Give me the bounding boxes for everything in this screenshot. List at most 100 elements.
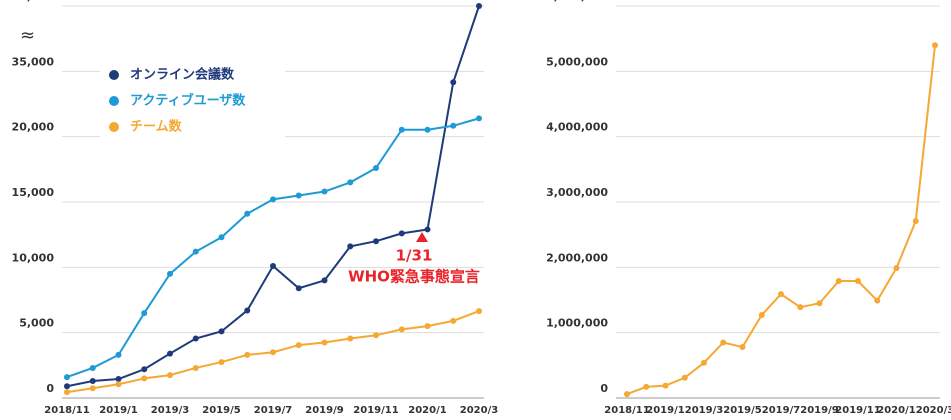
data-point [476, 115, 482, 122]
data-point [424, 226, 431, 233]
data-point [64, 374, 70, 381]
data-point [720, 339, 727, 346]
data-point [295, 285, 302, 292]
plot-layer: 0 5,000 10,000 15,000 20,000 35,000 150,000 201… [4, 0, 951, 416]
data-point [192, 248, 199, 255]
y-tick-label: 150,000 [4, 0, 54, 3]
y-tick-label: 5,000 [19, 317, 54, 330]
data-point [167, 270, 173, 277]
annotation-label: 1/31 [396, 247, 433, 265]
legend-label: アクティブユーザ数 [130, 93, 246, 109]
y-tick-label: 5,000,000 [546, 55, 608, 68]
x-tick-label: 2019/1 [646, 405, 684, 416]
annotation-arrow [416, 232, 428, 242]
data-point [115, 381, 122, 388]
x-tick-label: 2019/7 [762, 405, 800, 416]
data-point [347, 335, 354, 342]
y-tick-label: 20,000 [12, 121, 55, 134]
data-point [64, 389, 70, 396]
data-point [893, 264, 900, 271]
x-tick-label: 2018/11 [604, 405, 649, 416]
data-point [373, 332, 379, 339]
data-point [218, 234, 225, 241]
data-point [476, 3, 482, 9]
data-point [89, 385, 96, 392]
data-point [912, 217, 919, 224]
data-point [624, 391, 630, 398]
data-point [167, 372, 173, 379]
data-point [295, 192, 302, 199]
data-point [347, 179, 354, 186]
data-point [141, 366, 148, 373]
x-tick-label: 2019/5 [202, 405, 240, 416]
legend-marker [109, 96, 119, 106]
legend-label: オンライン会議数 [130, 67, 235, 83]
y-tick-label: 3,000,000 [546, 186, 608, 199]
x-tick-label: 2019/11 [835, 405, 880, 416]
x-tick-label: 2019/1 [99, 405, 137, 416]
axis-break: ≈ [20, 25, 35, 46]
x-tick-label: 2020/1 [877, 405, 915, 416]
data-point [424, 126, 431, 133]
data-point [450, 317, 457, 324]
data-point [115, 376, 122, 383]
data-point [816, 300, 823, 307]
data-point [932, 42, 938, 49]
data-point [115, 351, 122, 358]
data-point [295, 342, 302, 349]
y-tick-label: 0 [600, 382, 608, 395]
data-point [321, 188, 328, 195]
y-tick-label: 2,000,000 [546, 251, 608, 264]
data-point [244, 351, 251, 358]
y-tick-label: 0 [46, 382, 54, 395]
data-point [321, 277, 328, 284]
data-point [64, 383, 70, 390]
x-tick-label: 2019/9 [800, 405, 838, 416]
data-point [701, 359, 707, 366]
y-tick-label: 35,000 [12, 55, 55, 68]
data-point [321, 339, 328, 346]
data-point [797, 304, 804, 311]
data-point [89, 378, 96, 385]
data-point [450, 79, 457, 86]
data-point [167, 350, 173, 357]
x-tick-label: 2019/3 [685, 405, 723, 416]
data-point [373, 238, 379, 245]
data-point [141, 375, 148, 382]
x-tick-label: 2019/11 [353, 405, 398, 416]
data-point [874, 297, 881, 304]
x-tick-label: 2019/9 [305, 405, 343, 416]
y-tick-label: 6,000,000 [546, 0, 608, 3]
data-point [739, 344, 746, 351]
legend-marker [109, 122, 119, 132]
data-point [270, 349, 276, 356]
data-point [643, 383, 650, 390]
data-point [373, 165, 379, 172]
y-tick-label: 4,000,000 [546, 121, 608, 134]
x-tick-label: 2020/3 [916, 405, 951, 416]
data-point [424, 323, 431, 330]
data-point [192, 364, 199, 371]
data-point [778, 291, 784, 298]
data-point [270, 263, 276, 270]
data-point [270, 196, 276, 203]
x-tick-label: 2020/1 [408, 405, 446, 416]
data-point [192, 335, 199, 342]
data-point [398, 126, 405, 133]
y-tick-label: 1,000,000 [546, 317, 608, 330]
data-point [141, 310, 148, 317]
data-point [681, 374, 688, 381]
x-tick-label: 2019/3 [151, 405, 189, 416]
data-point [450, 122, 457, 129]
legend-label: チーム数 [130, 119, 183, 135]
data-point [662, 382, 669, 389]
x-tick-label: 2020/3 [460, 405, 498, 416]
data-point [398, 230, 405, 237]
y-tick-label: 15,000 [12, 186, 55, 199]
data-point [218, 328, 225, 335]
annotation-text: WHO緊急事態宣言 [348, 268, 480, 286]
data-point [476, 308, 482, 315]
data-point [855, 278, 861, 285]
